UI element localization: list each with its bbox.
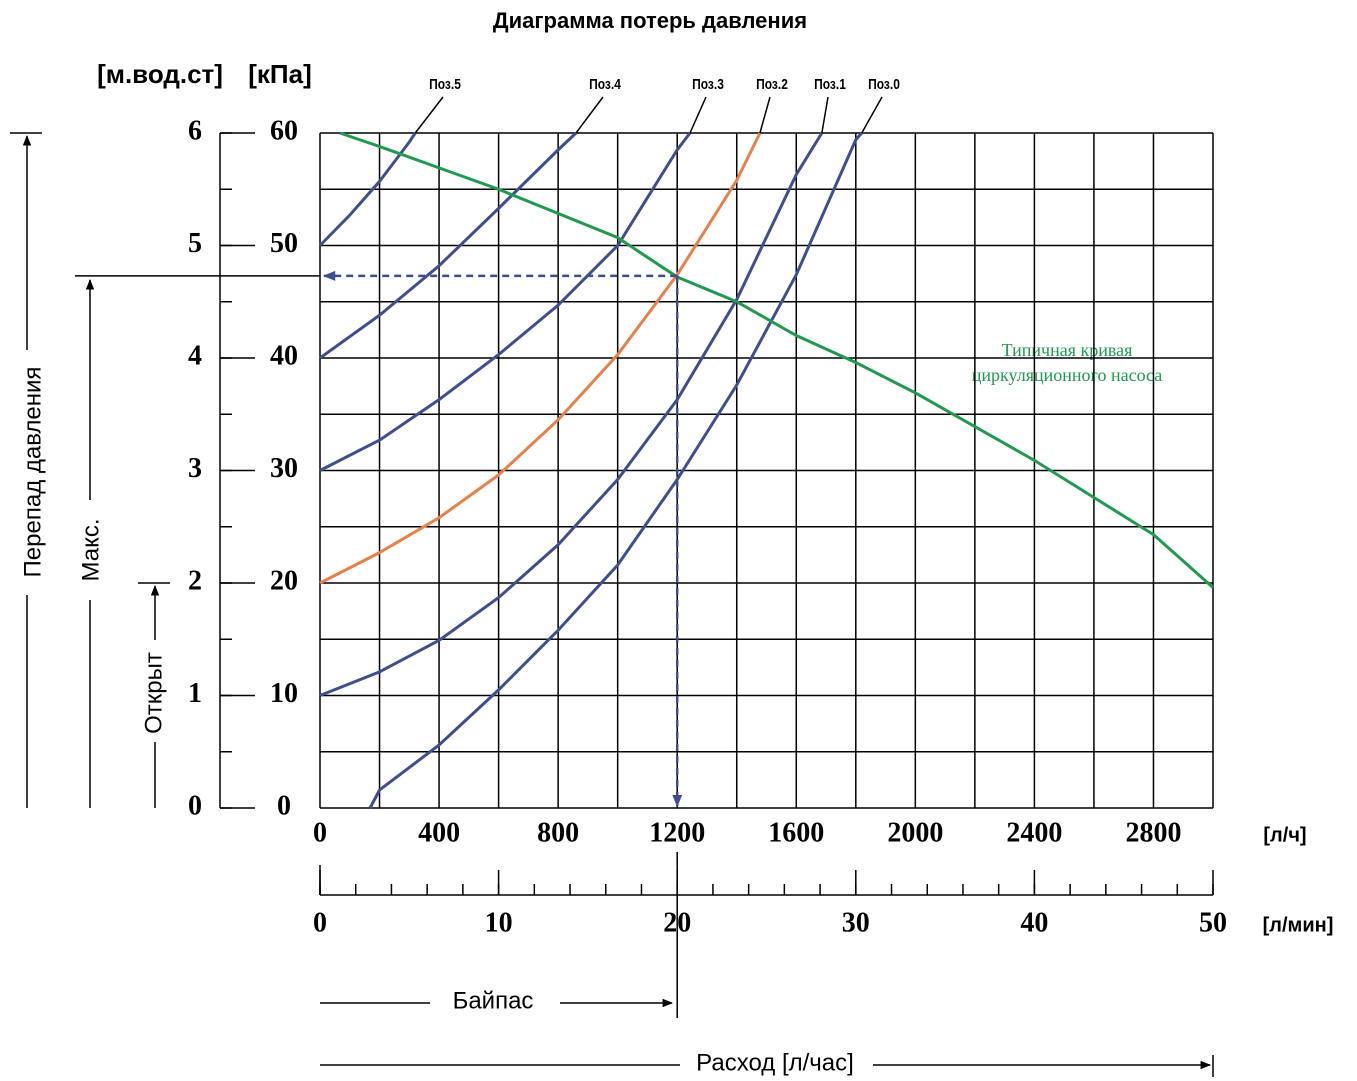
max-label: Макс. xyxy=(77,518,104,581)
pump-label: Типичная кривая xyxy=(1002,340,1133,360)
curve xyxy=(318,132,417,247)
leader-line xyxy=(689,96,707,134)
y-axis-label: Перепад давления xyxy=(19,367,46,578)
x2-tick-label: 50 xyxy=(1199,907,1227,938)
x2-tick-label: 30 xyxy=(842,907,870,938)
curve xyxy=(319,132,692,472)
legend-label: Поз.3 xyxy=(692,76,724,93)
x-unit: [л/ч] xyxy=(1263,824,1306,846)
x-tick-label: 2400 xyxy=(1006,817,1062,848)
leader-line xyxy=(861,96,883,134)
y2-tick-label: 6 xyxy=(188,115,202,146)
leader-line xyxy=(575,96,604,134)
y-tick-label: 10 xyxy=(270,678,298,709)
open-label: Открыт xyxy=(140,652,167,734)
y2-tick-label: 5 xyxy=(188,228,202,259)
y-tick-label: 0 xyxy=(277,790,291,821)
x-tick-label: 1600 xyxy=(768,817,824,848)
y2-tick-label: 4 xyxy=(188,340,202,371)
curve xyxy=(319,131,578,360)
x-tick-label: 400 xyxy=(418,817,460,848)
y2-tick-label: 3 xyxy=(188,453,202,484)
y2-unit: [м.вод.ст] xyxy=(97,59,223,89)
legend-label: Поз.5 xyxy=(429,76,461,93)
x2-unit: [л/мин] xyxy=(1263,914,1334,936)
chart-title: Диаграмма потерь давления xyxy=(493,8,807,33)
x2-tick-label: 0 xyxy=(313,907,327,938)
pump-label: циркуляционного насоса xyxy=(972,365,1162,385)
flow-label: Расход [л/час] xyxy=(696,1049,854,1076)
x2-tick-label: 40 xyxy=(1020,907,1048,938)
x-tick-label: 800 xyxy=(537,817,579,848)
leader-line xyxy=(759,96,771,134)
curve xyxy=(339,131,1214,589)
legend-label: Поз.0 xyxy=(868,76,900,93)
y-tick-label: 60 xyxy=(270,115,298,146)
x-tick-label: 0 xyxy=(313,817,327,848)
y-tick-label: 20 xyxy=(270,565,298,596)
curve xyxy=(368,132,863,809)
y2-tick-label: 2 xyxy=(188,565,202,596)
y-unit: [кПа] xyxy=(248,59,311,89)
y2-tick-label: 0 xyxy=(188,790,202,821)
leader-line xyxy=(821,96,829,134)
x2-tick-label: 10 xyxy=(485,907,513,938)
bypass-label: Байпас xyxy=(453,987,534,1014)
curve xyxy=(319,132,762,585)
y-tick-label: 50 xyxy=(270,228,298,259)
y2-tick-label: 1 xyxy=(188,678,202,709)
legend-label: Поз.2 xyxy=(756,76,788,93)
x-tick-label: 2800 xyxy=(1125,817,1181,848)
y-tick-label: 40 xyxy=(270,340,298,371)
x-tick-label: 1200 xyxy=(649,817,705,848)
leader-line xyxy=(414,96,444,134)
x-tick-label: 2000 xyxy=(887,817,943,848)
curve xyxy=(319,132,824,697)
legend-label: Поз.4 xyxy=(589,76,621,93)
legend-label: Поз.1 xyxy=(814,76,846,93)
y-tick-label: 30 xyxy=(270,453,298,484)
